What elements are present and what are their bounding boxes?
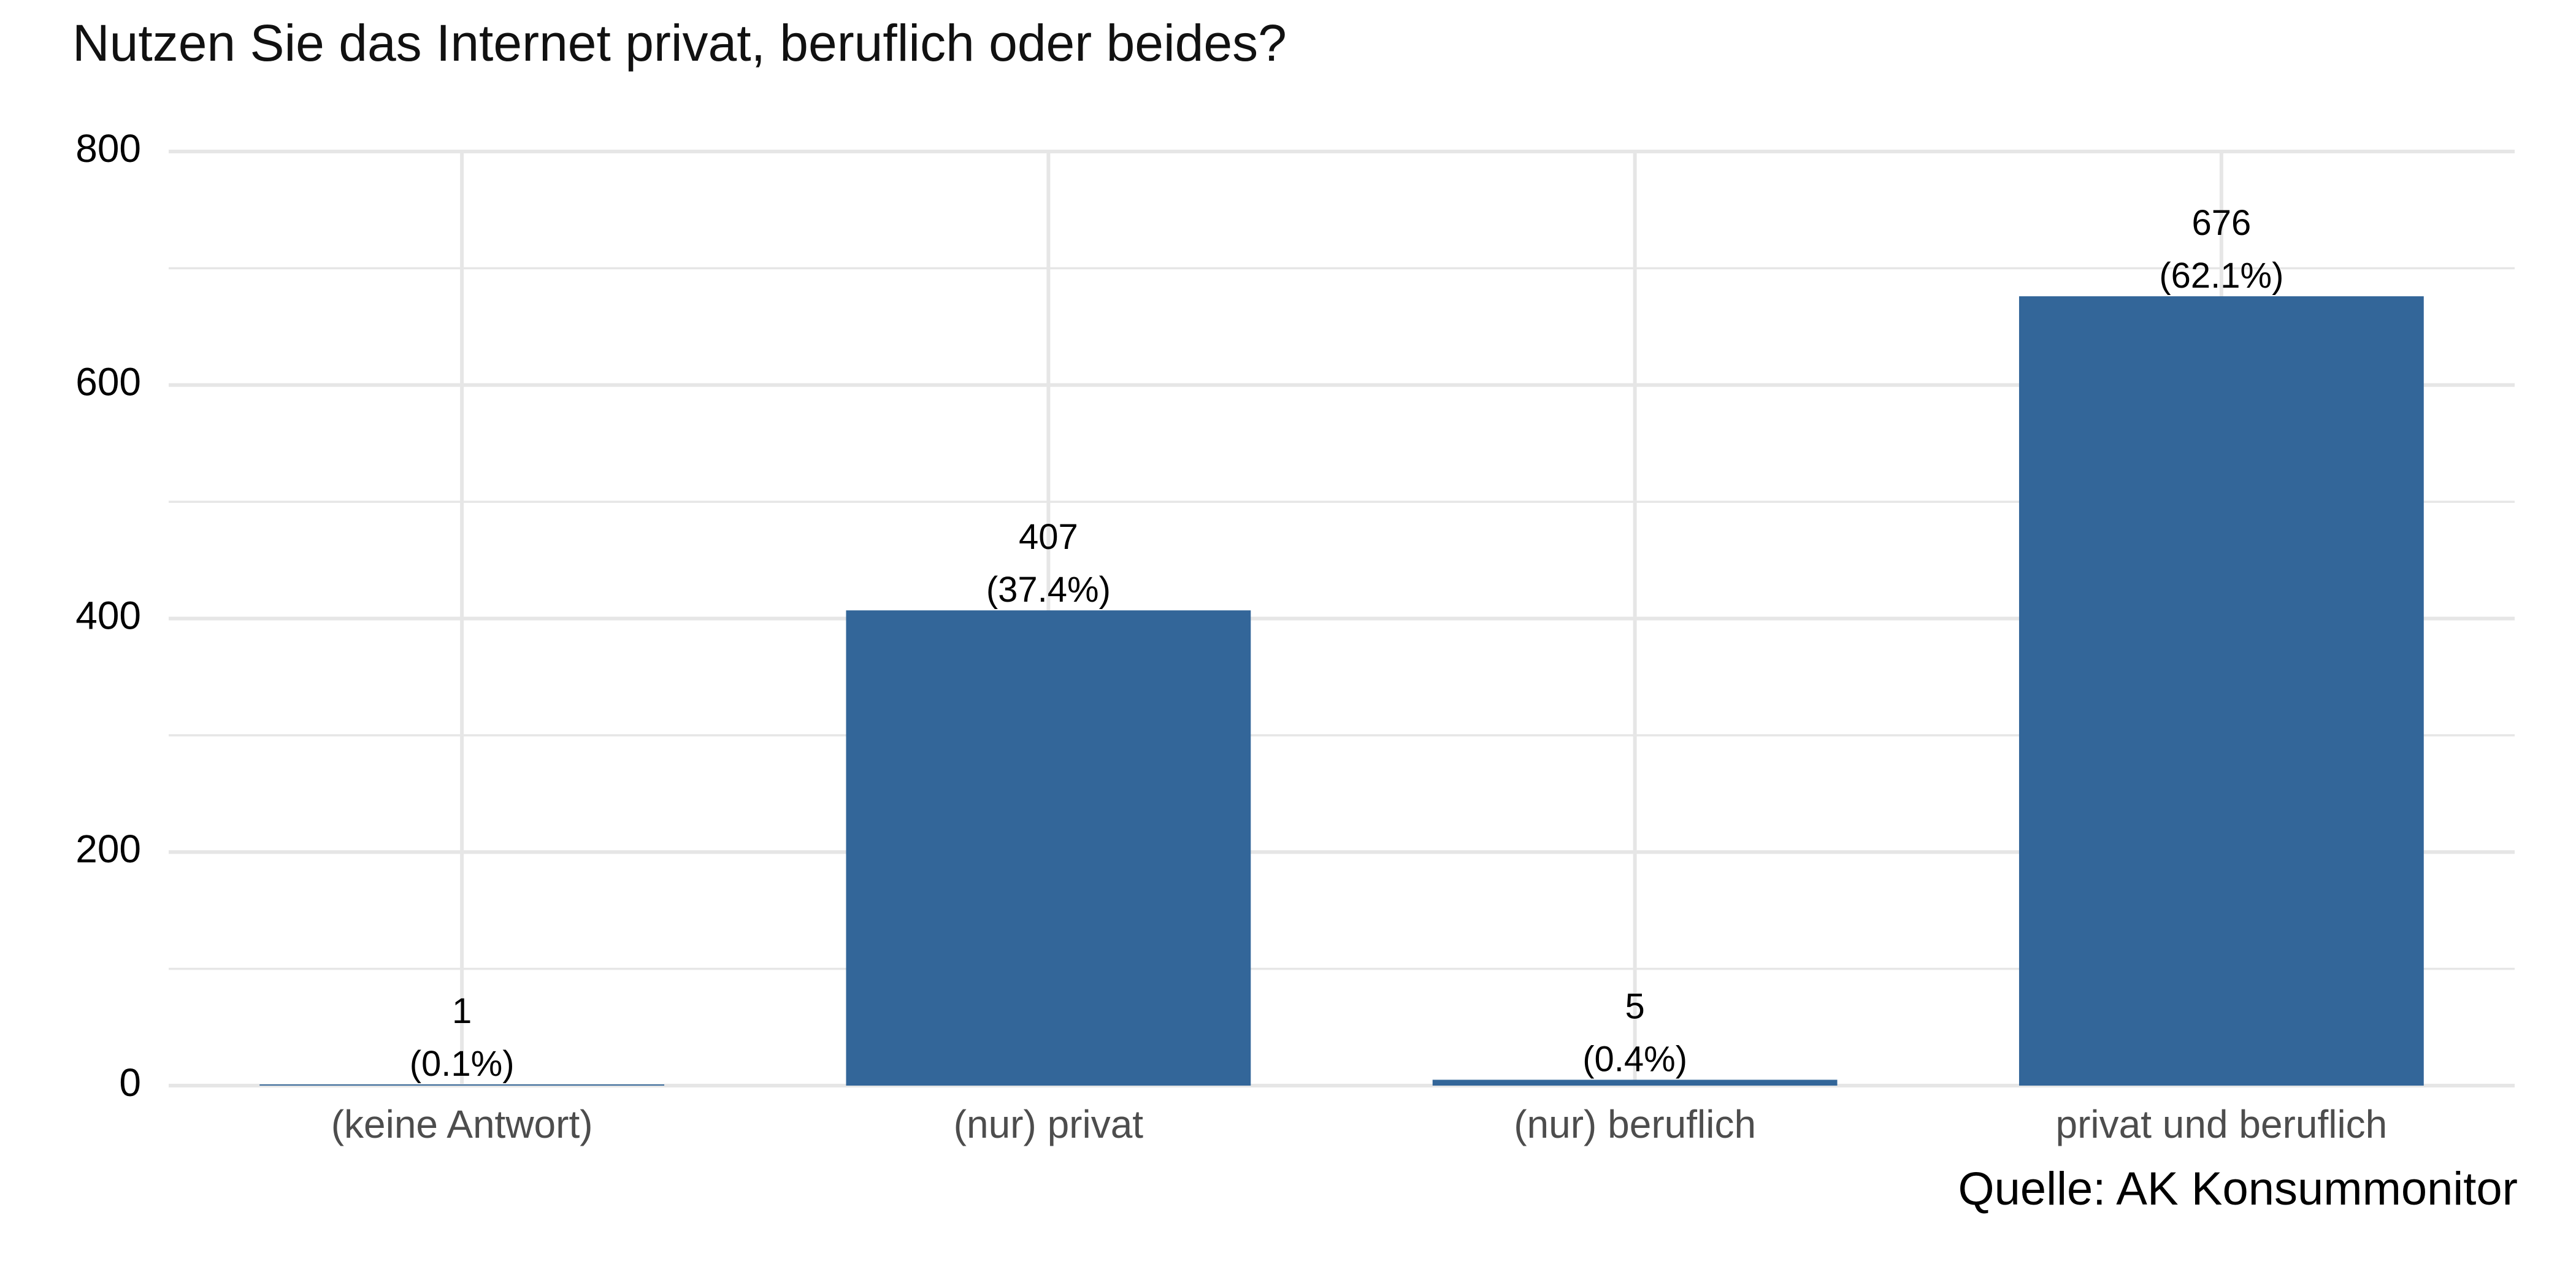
- y-tick-label: 600: [75, 360, 141, 404]
- bar: [846, 610, 1251, 1086]
- x-tick-label: (nur) beruflich: [1514, 1102, 1756, 1146]
- bar-percent-label: (37.4%): [986, 570, 1111, 610]
- y-tick-label: 0: [119, 1060, 141, 1105]
- bar: [2018, 296, 2424, 1086]
- y-tick-label: 400: [75, 593, 141, 637]
- x-tick-label: (nur) privat: [954, 1102, 1144, 1146]
- bar-percent-label: (0.4%): [1582, 1039, 1687, 1079]
- chart-title: Nutzen Sie das Internet privat, beruflic…: [72, 14, 1287, 72]
- bar: [1432, 1079, 1838, 1086]
- x-tick-label: (keine Antwort): [331, 1102, 593, 1146]
- chart-caption: Quelle: AK Konsummonitor: [1958, 1163, 2518, 1215]
- bar-value-label: 676: [2191, 203, 2251, 243]
- y-tick-label: 800: [75, 126, 141, 171]
- bar-value-label: 1: [452, 991, 472, 1031]
- bar-value-label: 407: [1019, 517, 1078, 557]
- bar-percent-label: (62.1%): [2159, 256, 2283, 296]
- bar: [259, 1084, 665, 1086]
- bars: [259, 296, 2424, 1086]
- chart-text: 0 200 400 600 800 1 (0.1%) (keine Antwort) 407 (3…: [75, 126, 2387, 1146]
- bar-percent-label: (0.1%): [410, 1044, 515, 1084]
- bar-value-label: 5: [1625, 986, 1644, 1026]
- x-tick-label: privat und beruflich: [2056, 1102, 2388, 1146]
- y-tick-label: 200: [75, 827, 141, 871]
